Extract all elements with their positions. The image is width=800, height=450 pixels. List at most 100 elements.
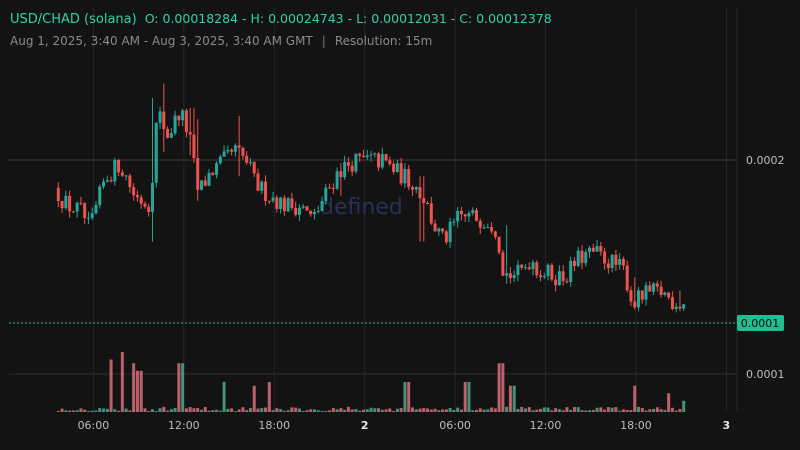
candle[interactable] [663,291,667,297]
candle[interactable] [437,227,441,236]
candle[interactable] [301,203,305,210]
candle[interactable] [260,180,264,194]
candle[interactable] [452,218,456,227]
candle[interactable] [674,302,678,313]
candle[interactable] [474,207,478,222]
candle[interactable] [516,260,520,282]
candle[interactable] [463,213,467,222]
candle[interactable] [520,263,524,270]
candle[interactable] [331,183,335,194]
candle[interactable] [505,225,509,284]
candle[interactable] [497,236,501,255]
candle[interactable] [147,203,151,217]
candle[interactable] [109,176,113,183]
candle[interactable] [554,274,558,292]
candle[interactable] [294,201,298,217]
candle[interactable] [279,196,283,214]
candle[interactable] [392,161,396,175]
candle[interactable] [588,245,592,258]
candle[interactable] [418,176,422,242]
candle[interactable] [373,152,377,158]
candle[interactable] [233,143,237,157]
candle[interactable] [644,281,648,306]
candle[interactable] [557,265,561,286]
candle[interactable] [150,98,154,242]
candle[interactable] [531,259,535,276]
candle[interactable] [158,106,162,129]
candle[interactable] [346,157,350,172]
candle[interactable] [196,119,200,201]
candle[interactable] [256,168,260,192]
candle[interactable] [659,280,663,298]
candle[interactable] [508,267,512,284]
candle[interactable] [207,169,211,187]
candle[interactable] [633,277,637,310]
candle[interactable] [403,163,407,189]
candle[interactable] [493,230,497,240]
candle[interactable] [128,173,132,193]
candle[interactable] [139,194,143,209]
candle[interactable] [682,303,686,312]
candle[interactable] [324,184,328,205]
candle[interactable] [365,150,369,160]
candle[interactable] [407,164,411,191]
candle[interactable] [102,178,106,189]
candle[interactable] [143,201,147,209]
candle[interactable] [471,207,475,216]
candle[interactable] [670,291,674,311]
candle[interactable] [230,148,234,156]
candle[interactable] [512,270,516,282]
candle[interactable] [542,272,546,280]
candle[interactable] [68,190,72,218]
candle[interactable] [350,160,354,177]
candle[interactable] [550,262,554,282]
candle[interactable] [388,156,392,167]
candle[interactable] [429,196,433,226]
candle[interactable] [83,201,87,224]
candle[interactable] [328,183,332,189]
candle[interactable] [523,264,527,270]
candle[interactable] [117,159,121,177]
candle[interactable] [252,160,256,178]
candle[interactable] [467,210,471,223]
candle[interactable] [64,190,68,211]
candle[interactable] [572,257,576,272]
candle[interactable] [184,108,188,138]
candle[interactable] [380,147,384,170]
candle[interactable] [335,167,339,191]
candle[interactable] [124,174,128,181]
candle[interactable] [203,175,207,187]
candle[interactable] [459,206,463,221]
candle[interactable] [60,200,64,214]
candle[interactable] [218,154,222,165]
candle[interactable] [241,146,245,160]
candle[interactable] [584,249,588,267]
candle[interactable] [173,110,177,136]
candle[interactable] [603,247,607,270]
candle[interactable] [580,244,584,269]
candle[interactable] [188,107,192,156]
candle[interactable] [248,158,252,167]
candle[interactable] [98,184,102,209]
candle[interactable] [569,256,573,287]
candle[interactable] [456,207,460,228]
candle[interactable] [618,253,622,270]
candle[interactable] [75,201,79,218]
candle[interactable] [648,281,652,292]
candle[interactable] [316,205,320,214]
candle[interactable] [245,151,249,165]
candle[interactable] [652,282,656,296]
candle[interactable] [309,210,313,217]
candle[interactable] [286,196,290,212]
candle[interactable] [237,115,241,177]
candle[interactable] [444,229,448,245]
candle[interactable] [199,180,203,191]
candle-layer[interactable] [56,83,686,313]
candle[interactable] [422,176,426,242]
candle[interactable] [576,246,580,268]
candle[interactable] [610,254,614,273]
candle[interactable] [94,201,98,215]
candle[interactable] [211,171,215,176]
candle[interactable] [395,159,399,173]
